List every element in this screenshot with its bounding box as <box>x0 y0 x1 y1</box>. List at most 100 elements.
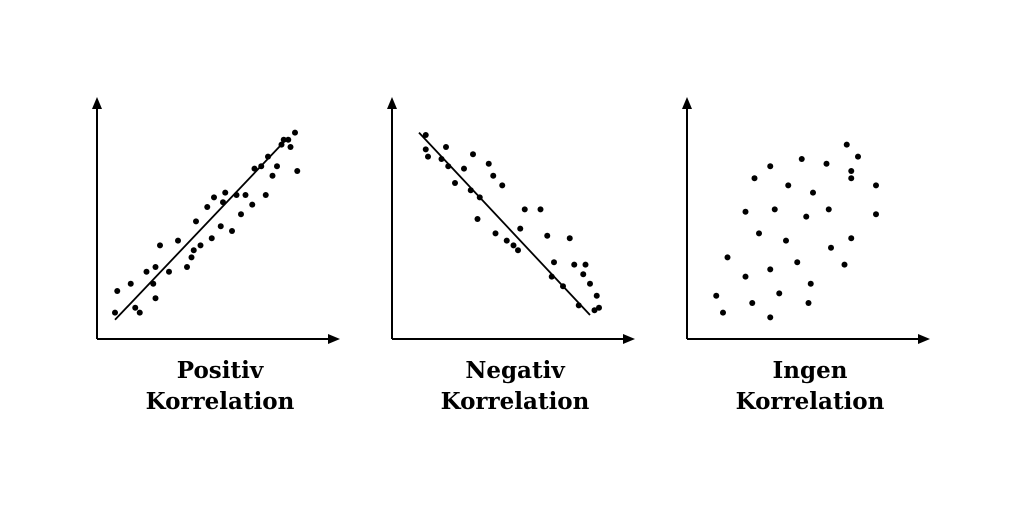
data-point <box>242 192 249 198</box>
data-point <box>771 206 778 213</box>
x-axis-arrow-icon <box>918 334 930 344</box>
data-point <box>222 189 229 196</box>
data-point <box>251 165 258 172</box>
data-point <box>560 283 566 290</box>
data-point <box>188 254 195 261</box>
data-point <box>720 309 726 316</box>
data-point <box>841 261 848 268</box>
data-point <box>443 144 449 150</box>
data-point <box>803 213 810 220</box>
data-point <box>825 206 832 213</box>
data-point <box>596 304 602 311</box>
data-point <box>258 163 265 170</box>
y-axis-arrow-icon <box>682 97 692 109</box>
data-point <box>823 160 830 167</box>
data-point <box>767 163 774 170</box>
caption-line-1: Ingen <box>773 357 848 384</box>
data-point <box>548 273 555 280</box>
data-point <box>265 153 271 160</box>
data-point <box>785 182 792 189</box>
data-point <box>828 244 834 251</box>
caption-line-1: Negativ <box>465 357 565 384</box>
data-point <box>751 175 758 182</box>
data-point <box>278 141 285 148</box>
data-point <box>575 302 582 309</box>
data-point <box>767 314 774 321</box>
data-point <box>208 235 215 242</box>
data-point <box>150 280 157 287</box>
data-point <box>422 132 429 138</box>
data-point <box>805 300 812 306</box>
data-point <box>485 160 492 167</box>
data-point <box>461 165 467 172</box>
data-point <box>422 146 429 153</box>
data-point <box>274 163 280 170</box>
data-point <box>537 206 544 213</box>
data-point <box>855 153 861 160</box>
data-point <box>724 254 731 261</box>
data-point <box>445 163 452 170</box>
data-point <box>438 156 445 162</box>
data-point <box>474 216 481 222</box>
caption-line-2: Korrelation <box>441 388 590 415</box>
data-point <box>143 268 150 275</box>
data-point <box>152 264 159 270</box>
panel-positive-correlation: Positiv Korrelation <box>92 97 340 415</box>
data-point <box>217 223 224 230</box>
data-point <box>843 141 850 148</box>
data-point <box>204 204 211 210</box>
scatter-points <box>422 132 602 314</box>
data-point <box>490 172 497 179</box>
data-point <box>756 230 762 237</box>
data-point <box>249 201 256 208</box>
data-point <box>175 237 181 244</box>
caption-line-2: Korrelation <box>736 388 885 415</box>
data-point <box>551 259 557 266</box>
data-point <box>499 182 506 189</box>
data-point <box>783 237 789 244</box>
x-axis-arrow-icon <box>623 334 635 344</box>
axes <box>92 97 340 344</box>
data-point <box>492 230 499 237</box>
panel-negative-correlation: Negativ Korrelation <box>387 97 635 415</box>
data-point <box>211 194 217 201</box>
data-point <box>794 259 801 266</box>
data-point <box>582 261 589 268</box>
data-point <box>127 280 134 287</box>
data-point <box>294 168 301 174</box>
x-axis-arrow-icon <box>328 334 340 344</box>
axes <box>682 97 930 344</box>
panel-no-correlation: Ingen Korrelation <box>682 97 930 415</box>
data-point <box>713 292 720 299</box>
data-point <box>580 271 587 278</box>
data-point <box>287 144 294 150</box>
data-point <box>848 168 855 174</box>
data-point <box>452 180 458 186</box>
data-point <box>184 264 190 270</box>
data-point <box>425 153 431 160</box>
y-axis-arrow-icon <box>387 97 397 109</box>
scatter-points <box>112 129 301 316</box>
data-point <box>112 309 118 316</box>
data-point <box>591 307 598 314</box>
data-point <box>848 175 855 182</box>
data-point <box>233 192 240 198</box>
data-point <box>767 266 774 273</box>
y-axis-arrow-icon <box>92 97 102 109</box>
data-point <box>571 261 578 268</box>
data-point <box>136 309 143 316</box>
data-point <box>798 156 805 162</box>
data-point <box>515 247 521 254</box>
data-point <box>742 208 749 215</box>
data-point <box>280 136 287 143</box>
scatter-points <box>713 141 879 321</box>
data-point <box>503 237 510 244</box>
data-point <box>190 247 197 254</box>
data-point <box>467 187 474 194</box>
caption-line-1: Positiv <box>177 357 264 384</box>
data-point <box>220 199 226 206</box>
data-point <box>848 235 855 242</box>
data-point <box>269 172 276 179</box>
data-point <box>517 225 524 232</box>
